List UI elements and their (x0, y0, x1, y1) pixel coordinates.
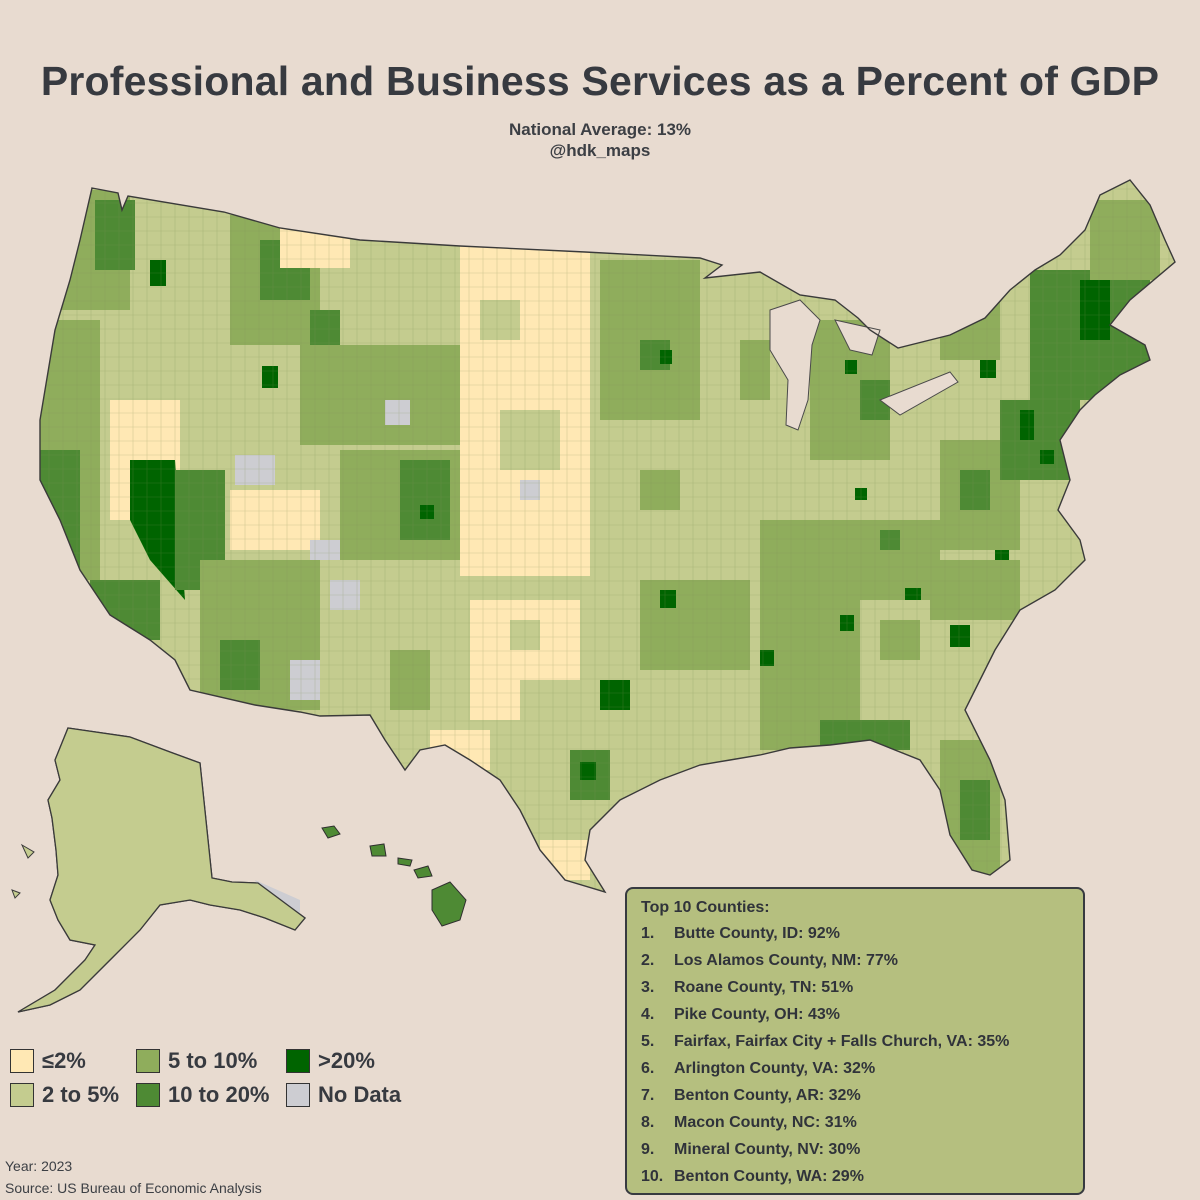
hawaii-island (413, 865, 433, 879)
legend-item: >20% (286, 1048, 375, 1074)
legend-label: 2 to 5% (42, 1082, 120, 1107)
legend-swatch (286, 1083, 310, 1107)
top10-text: Butte County, ID: 92% (674, 925, 840, 942)
hawaii-island (321, 825, 341, 839)
legend-swatch (136, 1049, 160, 1073)
top10-row: 9. Mineral County, NV: 30% (641, 1141, 1083, 1168)
top10-text: Benton County, AR: 32% (674, 1087, 861, 1104)
top10-text: Los Alamos County, NM: 77% (674, 952, 899, 969)
hawaii-island (369, 843, 387, 857)
top10-row: 6. Arlington County, VA: 32% (641, 1060, 1083, 1087)
legend-label: 5 to 10% (168, 1048, 258, 1073)
top10-row: 2. Los Alamos County, NM: 77% (641, 952, 1083, 979)
footer-source: Source: US Bureau of Economic Analysis (5, 1180, 262, 1196)
top10-text: Macon County, NC: 31% (674, 1114, 857, 1131)
map-title: Professional and Business Services as a … (40, 58, 1160, 104)
top10-rank: 1. (641, 925, 655, 942)
county-grid (40, 180, 1175, 892)
top10-row: 4. Pike County, OH: 43% (641, 1006, 1083, 1033)
legend-item: ≤2% (10, 1048, 86, 1074)
legend-label: ≤2% (42, 1048, 86, 1073)
map-subtitle: National Average: 13% @hdk_maps (0, 119, 1200, 161)
hawaii-island (431, 881, 467, 927)
top10-rank: 5. (641, 1033, 655, 1050)
national-average: National Average: 13% (508, 120, 692, 139)
top10-rank: 7. (641, 1087, 655, 1104)
alaska (11, 727, 306, 1013)
top10-row: 3. Roane County, TN: 51% (641, 979, 1083, 1006)
top10-row: 7. Benton County, AR: 32% (641, 1087, 1083, 1114)
top10-text: Benton County, WA: 29% (674, 1168, 864, 1185)
top10-rank: 9. (641, 1141, 655, 1158)
top10-rank: 4. (641, 1006, 655, 1023)
contiguous-us (39, 179, 1176, 893)
top10-text: Arlington County, VA: 32% (674, 1060, 876, 1077)
lake-erie (878, 371, 959, 416)
top10-text: Roane County, TN: 51% (674, 979, 854, 996)
top10-text: Mineral County, NV: 30% (674, 1141, 861, 1158)
legend-item: No Data (286, 1082, 401, 1108)
top10-text: Fairfax, Fairfax City + Falls Church, VA… (674, 1033, 1010, 1050)
legend-swatch (136, 1083, 160, 1107)
footer-year: Year: 2023 (5, 1158, 73, 1174)
legend-item: 10 to 20% (136, 1082, 270, 1108)
legend-label: 10 to 20% (168, 1082, 270, 1107)
hawaii (321, 825, 467, 927)
legend-label: >20% (318, 1048, 375, 1073)
alaska-island (11, 889, 21, 899)
legend-swatch (10, 1083, 34, 1107)
lake-michigan (769, 299, 821, 431)
alaska-outline (17, 727, 306, 1013)
legend-swatch (10, 1049, 34, 1073)
top10-rank: 10. (641, 1168, 664, 1185)
top10-rank: 3. (641, 979, 655, 996)
top10-row: 8. Macon County, NC: 31% (641, 1114, 1083, 1141)
hawaii-island (397, 857, 413, 867)
top10-panel: Top 10 Counties: 1. Butte County, ID: 92… (625, 887, 1085, 1195)
legend-item: 2 to 5% (10, 1082, 119, 1108)
top10-text: Pike County, OH: 43% (674, 1006, 840, 1023)
top10-rank: 2. (641, 952, 655, 969)
alaska-island (20, 843, 35, 859)
top10-rank: 6. (641, 1060, 655, 1077)
author-handle: @hdk_maps (549, 141, 651, 160)
legend-label: No Data (318, 1082, 402, 1107)
top10-row: 5. Fairfax, Fairfax City + Falls Church,… (641, 1033, 1083, 1060)
legend-item: 5 to 10% (136, 1048, 257, 1074)
top10-title: Top 10 Counties: (641, 899, 770, 916)
legend-swatch (286, 1049, 310, 1073)
top10-rank: 8. (641, 1114, 655, 1131)
top10-row: 1. Butte County, ID: 92% (641, 925, 1083, 952)
legend: ≤2% 2 to 5% 5 to 10% 10 to 20% >20% No D… (10, 1044, 430, 1116)
top10-row: 10. Benton County, WA: 29% (641, 1168, 1083, 1195)
